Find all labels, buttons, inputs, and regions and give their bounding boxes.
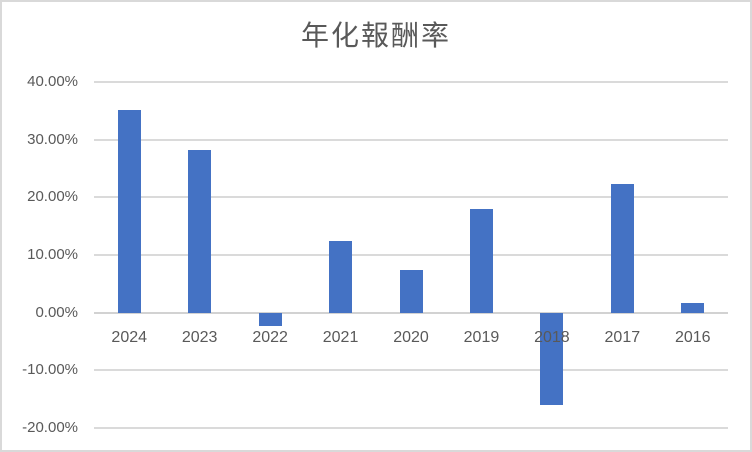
y-tick-label: 40.00% — [27, 73, 78, 90]
x-tick-label: 2024 — [111, 328, 148, 346]
gridline — [94, 138, 728, 141]
x-tick-label: 2021 — [322, 328, 359, 346]
chart-title: 年化報酬率 — [300, 21, 451, 52]
y-tick-label: 10.00% — [27, 246, 78, 263]
x-axis-labels: 2024 2023 2022 2021 2020 2019 2018 2017 2016 — [94, 329, 728, 349]
x-tick-label: 2019 — [463, 328, 500, 346]
x-tick-label: 2017 — [604, 328, 641, 346]
bar-2016 — [681, 302, 705, 313]
bar-2018 — [540, 312, 564, 405]
gridline — [94, 196, 728, 199]
bar-2017 — [610, 184, 634, 313]
gridline — [94, 369, 728, 372]
y-tick-label: 0.00% — [35, 303, 78, 321]
gridline — [94, 427, 728, 429]
x-tick-label: 2018 — [534, 328, 570, 346]
x-tick-label: 2022 — [252, 328, 288, 346]
plot-area — [94, 81, 728, 429]
x-tick-label: 2023 — [181, 328, 218, 346]
bar-2023 — [188, 150, 212, 313]
x-tick-label: 2020 — [393, 328, 429, 346]
y-tick-label: 30.00% — [27, 130, 78, 148]
gridline — [94, 254, 728, 256]
bar-2019 — [469, 209, 493, 313]
bar-2024 — [117, 109, 141, 313]
x-axis-line — [94, 311, 728, 314]
bar-2022 — [258, 312, 282, 327]
y-tick-label: -10.00% — [22, 361, 78, 379]
y-tick-label: 20.00% — [27, 188, 78, 206]
gridline — [94, 81, 728, 83]
y-tick-label: -20.00% — [22, 419, 78, 436]
y-axis-labels: 40.00% 30.00% 20.00% 10.00% 0.00% -10.00% -20.… — [2, 73, 78, 436]
bar-2021 — [329, 241, 353, 313]
bar-2020 — [399, 269, 423, 313]
x-tick-label: 2016 — [674, 328, 711, 346]
